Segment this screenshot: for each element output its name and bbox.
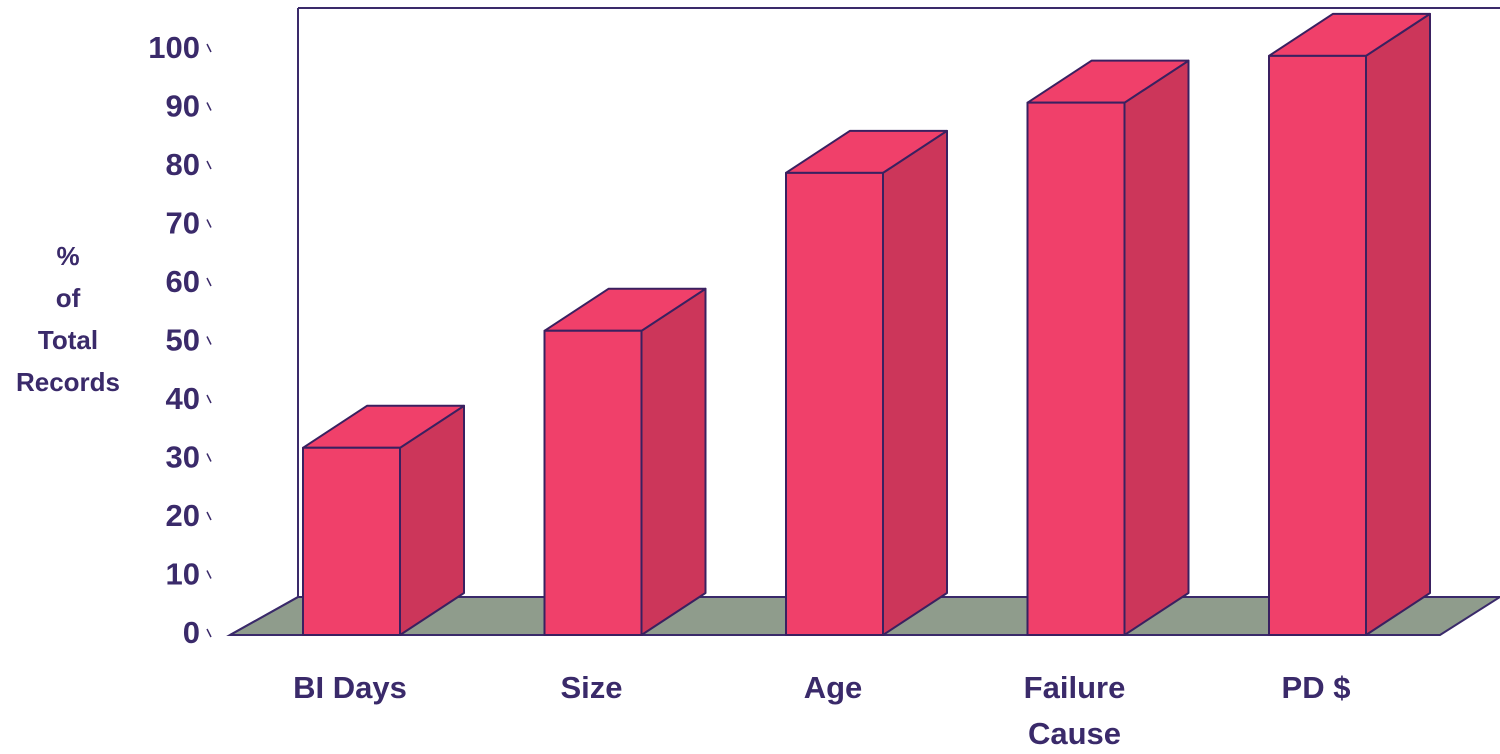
bar (785, 129, 948, 636)
y-axis-label: % (56, 241, 79, 271)
tick-mark (206, 453, 212, 462)
x-tick-label: Failure Cause (1024, 670, 1126, 751)
y-tick-label: 90 (166, 89, 200, 124)
y-tick-label: 20 (166, 498, 200, 533)
x-tick-label: BI Days (293, 670, 407, 705)
bar (302, 404, 465, 636)
y-axis-label: Records (16, 367, 120, 397)
bar-front (785, 171, 884, 636)
floor-edge (229, 596, 299, 636)
y-axis-label: Total (38, 325, 98, 355)
y-tick-label: 70 (166, 206, 200, 241)
bar-front (302, 446, 401, 636)
bar (1026, 59, 1190, 636)
tick-mark (206, 394, 212, 404)
tick-mark (206, 43, 212, 53)
y-tick-label: 100 (148, 30, 200, 65)
bar-side (1365, 12, 1431, 636)
y-tick-label: 80 (166, 147, 200, 182)
tick-mark (206, 160, 212, 170)
tick-mark (206, 277, 212, 287)
y-tick-label: 50 (166, 323, 200, 358)
x-tick-label: Age (804, 670, 863, 705)
tick-mark (206, 102, 212, 111)
y-tick-label: 60 (166, 264, 200, 299)
y-tick-label: 10 (166, 557, 200, 592)
bar-side (882, 129, 948, 636)
x-tick-label: Size (560, 670, 622, 705)
bar (543, 287, 707, 636)
bar-side (640, 287, 707, 636)
x-tick-label: PD $ (1282, 670, 1351, 705)
tick-mark (206, 511, 212, 521)
y-tick-label: 0 (183, 615, 200, 650)
tick-mark (206, 628, 212, 638)
tick-mark (206, 336, 212, 345)
y-axis-label: of (56, 283, 81, 313)
y-tick-label: 30 (166, 440, 200, 475)
bar-front (1268, 54, 1367, 637)
tick-mark (206, 570, 212, 579)
y-tick-label: 40 (166, 381, 200, 416)
bar-side (1123, 59, 1190, 636)
bar-front (543, 329, 643, 636)
tick-mark (206, 219, 212, 228)
bar (1268, 12, 1431, 637)
bar-front (1026, 101, 1126, 636)
